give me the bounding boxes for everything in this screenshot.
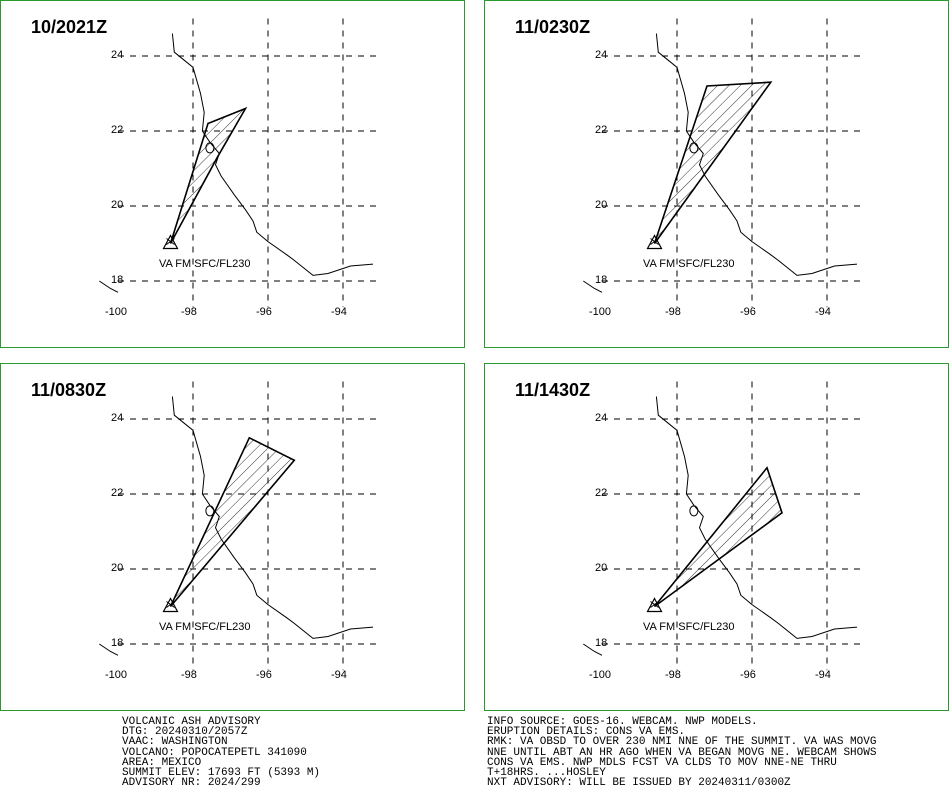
lon-tick: -100 (105, 669, 128, 681)
panel-3: 11/0830Z 24 22 20 18 -100 -98 -96 -94 VA… (0, 363, 465, 711)
lon-tick: -94 (815, 306, 831, 318)
va-level-label: VA FM SFC/FL230 (159, 621, 251, 633)
lagoon (205, 505, 215, 517)
lon-tick: -96 (256, 306, 272, 318)
panel-time: 10/2021Z (31, 17, 108, 37)
volcano-icon (646, 597, 663, 613)
ash-cloud-polygon (169, 436, 296, 608)
lon-tick: -96 (740, 669, 756, 681)
coastline (99, 643, 119, 656)
lat-tick: 22 (595, 124, 608, 136)
lat-tick: 18 (595, 637, 608, 649)
ash-cloud-polygon (169, 106, 248, 244)
lat-tick: 22 (595, 487, 608, 499)
lat-tick: 20 (595, 199, 608, 211)
lon-tick: -98 (665, 306, 681, 318)
lat-tick: 18 (595, 274, 608, 286)
volcano-icon-mark (166, 238, 175, 245)
lon-tick: -96 (256, 669, 272, 681)
lon-tick: -100 (589, 669, 612, 681)
coastline (655, 33, 858, 276)
lon-tick: -98 (181, 669, 197, 681)
volcano-icon (646, 234, 663, 250)
coastline (583, 643, 603, 656)
lat-tick: 20 (111, 562, 124, 574)
map-canvas (99, 381, 381, 671)
va-level-label: VA FM SFC/FL230 (159, 258, 251, 270)
volcano-icon-mark (166, 601, 175, 608)
map-canvas (583, 381, 865, 671)
volcano-icon-mark (650, 601, 659, 608)
lon-tick: -94 (815, 669, 831, 681)
lat-tick: 22 (111, 487, 124, 499)
volcano-icon (162, 234, 179, 250)
lat-tick: 20 (111, 199, 124, 211)
map-canvas (99, 18, 381, 308)
panel-1: 10/2021Z 24 22 20 18 -100 -98 -96 -94 VA… (0, 0, 465, 348)
advisory-remarks-text: INFO SOURCE: GOES-16. WEBCAM. NWP MODELS… (487, 716, 877, 790)
va-level-label: VA FM SFC/FL230 (643, 258, 735, 270)
panel-time: 11/1430Z (515, 380, 591, 400)
map-canvas (583, 18, 865, 308)
lon-tick: -94 (331, 306, 347, 318)
coastline (583, 280, 603, 293)
lon-tick: -98 (665, 669, 681, 681)
lat-tick: 22 (111, 124, 124, 136)
lat-tick: 24 (111, 49, 124, 61)
lon-tick: -100 (589, 306, 612, 318)
coastline (171, 33, 374, 276)
advisory-header-text: VOLCANIC ASH ADVISORY DTG: 20240310/2057… (122, 716, 321, 790)
ash-cloud-polygon (653, 466, 783, 608)
volcano-icon (162, 597, 179, 613)
lat-tick: 24 (595, 412, 608, 424)
coastline (171, 396, 374, 639)
panel-2: 11/0230Z 24 22 20 18 -100 -98 -96 -94 VA… (484, 0, 949, 348)
lagoon (689, 505, 699, 517)
panel-4: 11/1430Z 24 22 20 18 -100 -98 -96 -94 VA… (484, 363, 949, 711)
volcano-icon-mark (650, 238, 659, 245)
lat-tick: 20 (595, 562, 608, 574)
va-level-label: VA FM SFC/FL230 (643, 621, 735, 633)
lon-tick: -100 (105, 306, 128, 318)
lon-tick: -96 (740, 306, 756, 318)
lat-tick: 24 (111, 412, 124, 424)
lon-tick: -94 (331, 669, 347, 681)
panel-time: 11/0830Z (31, 380, 107, 400)
lat-tick: 24 (595, 49, 608, 61)
coastline (99, 280, 119, 293)
lat-tick: 18 (111, 637, 124, 649)
panel-time: 11/0230Z (515, 17, 591, 37)
lat-tick: 18 (111, 274, 124, 286)
lon-tick: -98 (181, 306, 197, 318)
ash-cloud-polygon (653, 81, 773, 244)
